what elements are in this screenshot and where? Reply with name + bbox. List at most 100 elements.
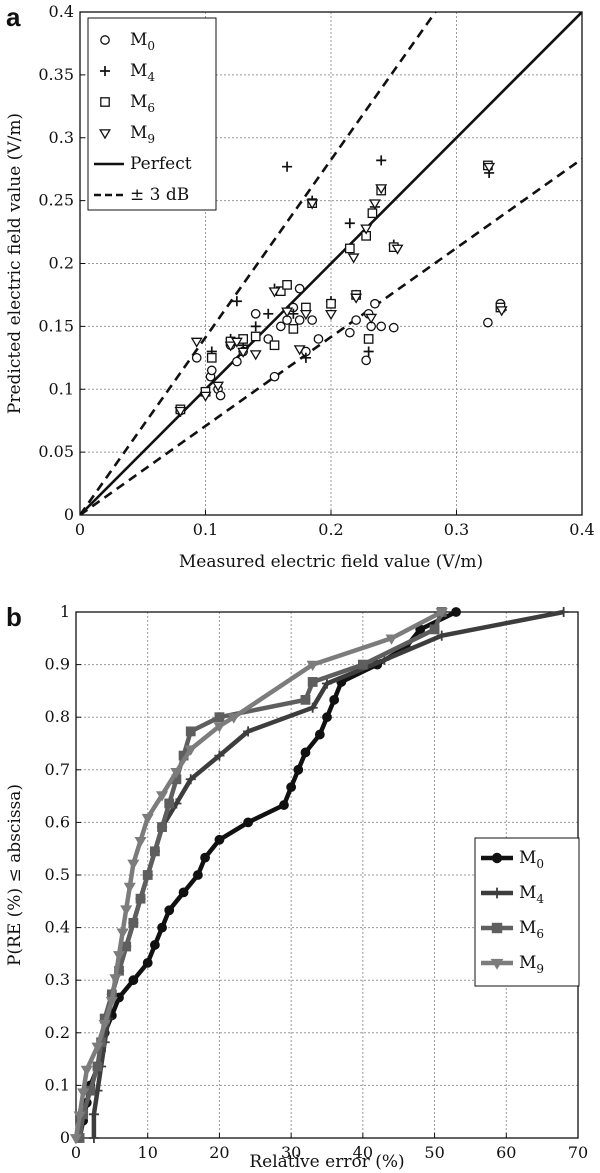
- b-point-2-21: [357, 659, 368, 670]
- b-point-2-12: [149, 846, 160, 857]
- b-point-3-21: [385, 634, 398, 645]
- b-point-3-3: [80, 1065, 93, 1077]
- a-point-3-12: [306, 199, 319, 210]
- b-ytick-8: 0.8: [45, 707, 70, 726]
- b-point-3-20: [306, 660, 319, 672]
- b-series-3: [69, 608, 448, 1145]
- a-ytick-3: 0.15: [38, 316, 74, 335]
- a-point-3-22: [495, 306, 508, 317]
- b-point-1-0: [88, 1132, 99, 1144]
- a-point-1-14: [344, 218, 355, 229]
- b-point-0-18: [243, 817, 254, 828]
- b-ytick-9: 0.9: [45, 655, 70, 674]
- b-point-1-22: [558, 606, 569, 618]
- b-xtick-7: 70: [568, 1143, 588, 1162]
- b-point-1-19: [321, 678, 333, 689]
- a-point-3-5: [230, 337, 243, 348]
- a-point-3-11: [299, 310, 312, 321]
- a-point-1-6: [250, 321, 261, 332]
- a-ytick-8: 0.4: [49, 2, 74, 21]
- a-point-1-7: [263, 308, 274, 319]
- a-point-3-2: [199, 391, 212, 402]
- b-point-3-2: [77, 1088, 90, 1099]
- b-point-3-15: [156, 791, 169, 802]
- b-legend-marker-2: [491, 922, 503, 934]
- b-point-2-9: [128, 917, 139, 928]
- a-point-1-10: [288, 308, 299, 319]
- a-point-0-6: [215, 390, 226, 401]
- b-point-3-19: [227, 713, 240, 724]
- a-point-0-29: [483, 317, 493, 328]
- a-point-0-12: [269, 371, 280, 382]
- b-point-0-16: [200, 852, 210, 863]
- b-point-2-18: [214, 712, 225, 723]
- b-y-axis-label: P(RE (%) ≤ abscissa): [5, 784, 25, 966]
- b-point-0-24: [322, 712, 332, 723]
- a-point-3-6: [237, 347, 250, 358]
- a-point-1-16: [363, 346, 374, 357]
- b-ytick-7: 0.7: [45, 760, 70, 779]
- a-point-2-12: [326, 298, 336, 309]
- a-point-2-9: [288, 324, 299, 334]
- a-point-3-20: [391, 244, 404, 255]
- b-point-0-12: [157, 922, 167, 933]
- a-legend-label-4: Perfect: [130, 154, 192, 174]
- a-point-1-4: [231, 296, 242, 307]
- b-point-0-17: [214, 834, 225, 845]
- b-point-2-13: [157, 822, 167, 833]
- b-point-1-15: [185, 774, 196, 785]
- b-point-0-10: [142, 957, 153, 968]
- b-point-3-6: [105, 996, 118, 1008]
- b-point-0-9: [128, 975, 139, 986]
- b-point-0-23: [314, 729, 325, 740]
- b-point-3-16: [170, 768, 183, 779]
- b-point-3-11: [123, 882, 136, 893]
- b-point-0-14: [178, 887, 189, 898]
- b-point-1-21: [436, 630, 447, 641]
- a-line-3db-1: [80, 157, 582, 515]
- a-point-3-10: [293, 345, 306, 356]
- b-xtick-3: 30: [281, 1143, 301, 1162]
- a-point-3-13: [325, 310, 337, 321]
- panel-label-b: b: [6, 602, 22, 632]
- a-point-0-19: [307, 315, 318, 325]
- a-xtick-2: 0.2: [318, 520, 343, 539]
- b-point-2-17: [185, 726, 196, 737]
- a-x-axis-label: Measured electric field value (V/m): [179, 552, 483, 572]
- a-point-0-27: [376, 321, 387, 332]
- b-point-3-18: [213, 722, 226, 733]
- a-legend-marker-3: [99, 129, 111, 140]
- b-point-0-19: [279, 800, 289, 810]
- b-series-line-3: [73, 610, 443, 1139]
- a-xtick-3: 0.3: [444, 520, 469, 539]
- b-point-3-7: [109, 974, 122, 985]
- a-reference-lines: [80, 12, 582, 515]
- a-point-2-8: [282, 280, 292, 290]
- b-xtick-0: 0: [71, 1143, 81, 1162]
- a-line-perfect: [80, 12, 582, 515]
- b-point-1-18: [307, 702, 318, 713]
- b-point-3-17: [184, 745, 197, 756]
- b-x-axis-label: Relative error (%): [249, 1152, 404, 1172]
- a-point-0-4: [206, 365, 217, 376]
- b-ytick-1: 0.1: [45, 1075, 70, 1094]
- b-point-3-10: [120, 905, 133, 916]
- b-point-0-13: [164, 905, 175, 916]
- panel-label-a: a: [6, 2, 21, 32]
- b-point-3-12: [127, 859, 140, 870]
- b-ytick-5: 0.5: [45, 865, 70, 884]
- b-point-0-22: [300, 747, 311, 758]
- a-ytick-7: 0.35: [38, 65, 74, 84]
- a-point-3-8: [268, 287, 281, 298]
- a-point-3-9: [281, 307, 294, 318]
- a-point-2-16: [363, 334, 374, 344]
- a-point-0-8: [232, 356, 242, 367]
- b-point-2-11: [142, 870, 153, 880]
- a-point-1-18: [376, 155, 387, 166]
- a-point-0-20: [313, 334, 324, 344]
- b-point-3-9: [116, 928, 129, 939]
- a-xtick-1: 0.1: [193, 520, 218, 539]
- a-legend-box: [87, 17, 217, 211]
- a-xtick-0: 0: [75, 520, 85, 539]
- b-point-2-19: [300, 694, 311, 705]
